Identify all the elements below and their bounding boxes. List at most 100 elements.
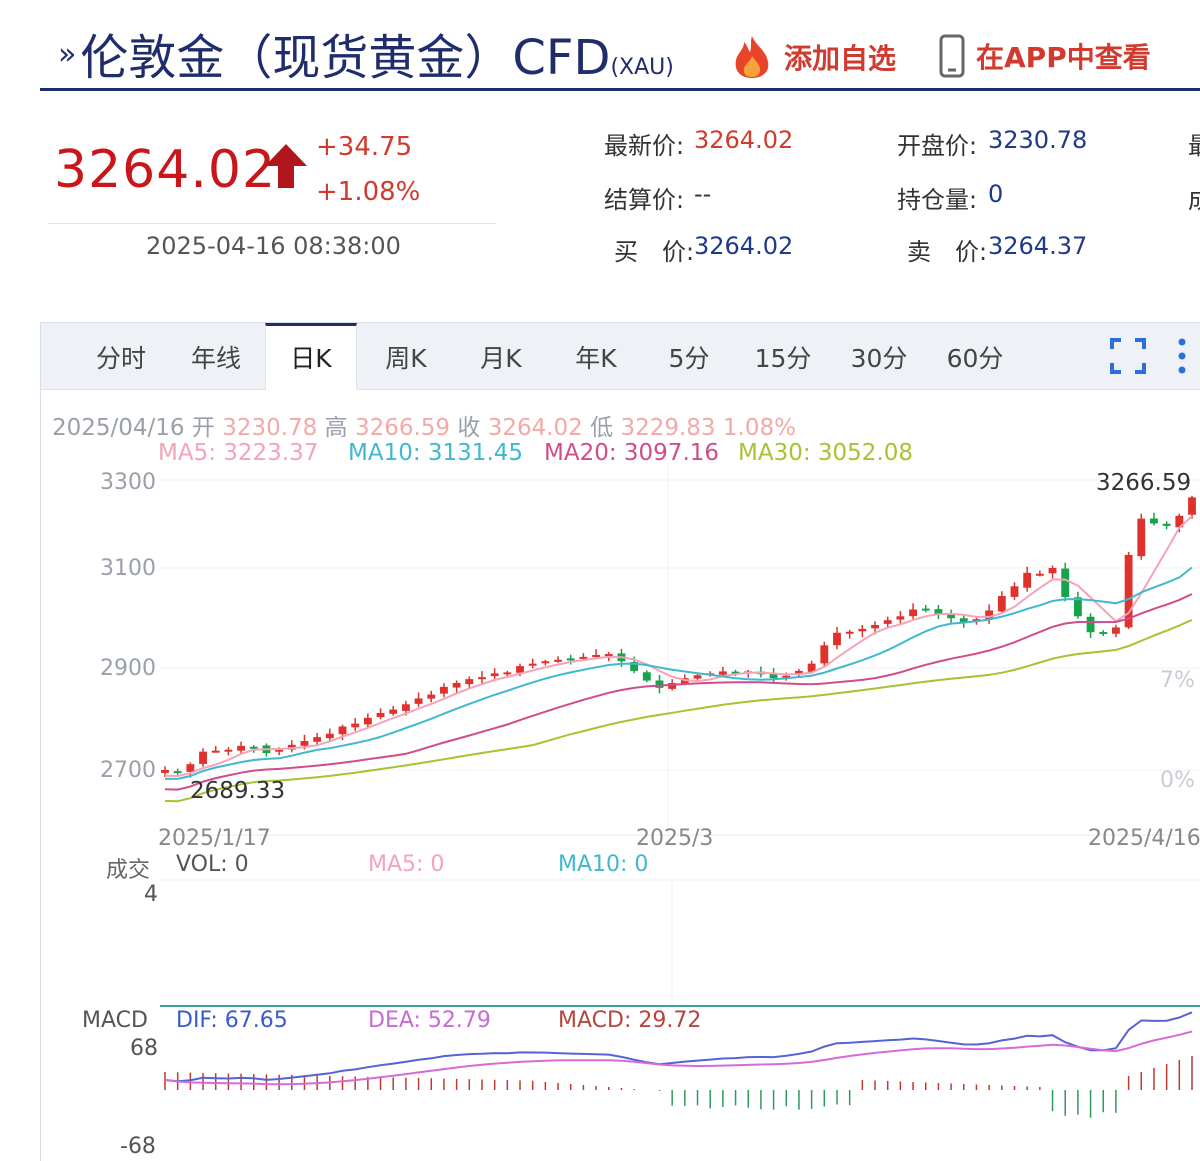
dea-line — [164, 1030, 1193, 1086]
right-pct-7: 7% — [1160, 668, 1195, 693]
ma30-legend: MA30: 3052.08 — [738, 440, 914, 466]
quote-value-bid: 3264.02 — [694, 232, 794, 260]
header-divider — [40, 88, 1200, 91]
x-tick-end: 2025/4/16 — [1088, 826, 1200, 851]
tab-weekly-k[interactable]: 周K — [385, 344, 427, 373]
macd-dea: DEA: 52.79 — [368, 1008, 491, 1033]
candle-body — [401, 704, 410, 711]
ohlc-close: 3264.02 — [487, 415, 583, 441]
volume-value: VOL: 0 — [176, 852, 249, 877]
candle-body — [1162, 523, 1171, 526]
candle-body — [173, 771, 182, 774]
candle-body — [1124, 554, 1133, 628]
candle-body — [427, 694, 436, 699]
page-title: »伦敦金（现货黄金）CFD(XAU) — [58, 18, 674, 88]
period-tab-bar: 分时 年线 日K 周K 月K 年K 5分 15分 30分 60分 — [41, 323, 1200, 390]
candle-body — [883, 620, 892, 624]
candle-body — [655, 680, 664, 688]
more-menu-icon[interactable] — [1175, 337, 1189, 375]
candle-body — [1188, 497, 1196, 515]
ma10-line — [164, 566, 1193, 780]
candle-body — [1073, 597, 1082, 617]
candle-body — [769, 673, 778, 679]
candle-body — [807, 663, 816, 672]
macd-title: MACD — [82, 1008, 148, 1033]
tab-60min[interactable]: 60分 — [946, 344, 1004, 373]
instrument-symbol: (XAU) — [610, 55, 674, 80]
macd-y-bottom: -68 — [120, 1134, 156, 1159]
candle-body — [414, 698, 423, 704]
candle-body — [947, 614, 956, 619]
ohlc-info: 2025/04/16 开 3230.78 高 3266.59 收 3264.02… — [52, 408, 796, 442]
quote-timestamp: 2025-04-16 08:38:00 — [146, 232, 401, 260]
candle-body — [249, 746, 258, 749]
fullscreen-icon[interactable] — [1109, 337, 1147, 375]
candle-body — [668, 683, 677, 689]
ohlc-open: 3230.78 — [222, 415, 318, 441]
candle-body — [718, 671, 727, 675]
volume-ma5: MA5: 0 — [368, 852, 445, 877]
candle-body — [579, 656, 588, 659]
quote-label-cut-2: 成 — [1188, 180, 1200, 215]
candle-body — [845, 631, 854, 634]
tab-yearline[interactable]: 年线 — [190, 344, 241, 373]
candle-body — [909, 609, 917, 617]
candle-body — [985, 610, 994, 620]
candle-body — [1150, 518, 1158, 524]
candle-body — [503, 672, 512, 675]
tab-15min[interactable]: 15分 — [754, 344, 812, 373]
ma5-line — [164, 515, 1193, 778]
volume-y-top: 4 — [144, 882, 158, 907]
candle-body — [376, 712, 385, 718]
min-price-label: 2689.33 — [190, 778, 286, 804]
candle-body — [1035, 573, 1044, 576]
add-watchlist-button[interactable]: 添加自选 — [730, 34, 896, 80]
right-pct-0: 0% — [1160, 768, 1195, 793]
add-watchlist-label: 添加自选 — [784, 42, 897, 75]
y-tick-3300: 3300 — [100, 470, 156, 495]
candle-body — [325, 733, 334, 739]
ohlc-low: 3229.83 — [620, 415, 716, 441]
view-in-app-label: 在APP中查看 — [976, 41, 1151, 74]
ma20-legend: MA20: 3097.16 — [544, 440, 720, 466]
view-in-app-button[interactable]: 在APP中查看 — [938, 34, 1151, 78]
candle-body — [997, 596, 1006, 612]
candle-body — [896, 616, 905, 620]
ohlc-high-label: 高 — [324, 415, 348, 441]
candle-body — [554, 659, 562, 662]
quote-label-open-interest: 持仓量: — [897, 186, 978, 214]
ohlc-date: 2025/04/16 — [52, 415, 185, 441]
tab-intraday[interactable]: 分时 — [95, 344, 146, 373]
quote-value-open-interest: 0 — [988, 180, 1004, 208]
candle-body — [528, 663, 537, 666]
tab-yearly-k[interactable]: 年K — [575, 344, 617, 373]
candle-body — [351, 723, 360, 728]
double-chevron-icon: » — [58, 37, 77, 72]
quote-label-latest: 最新价: — [604, 132, 685, 160]
candle-body — [465, 679, 474, 685]
candle-body — [1111, 627, 1120, 634]
tab-30min[interactable]: 30分 — [850, 344, 908, 373]
max-price-label: 3266.59 — [1096, 470, 1192, 496]
ohlc-close-label: 收 — [457, 415, 481, 441]
candle-body — [490, 673, 499, 677]
candle-body — [871, 625, 879, 629]
candle-body — [363, 717, 372, 725]
tab-monthly-k[interactable]: 月K — [480, 344, 522, 373]
quote-value-latest: 3264.02 — [694, 126, 794, 154]
y-tick-3100: 3100 — [100, 556, 156, 581]
candle-body — [186, 764, 195, 772]
y-tick-2900: 2900 — [100, 656, 156, 681]
candle-body — [566, 658, 575, 661]
chart-panel — [40, 322, 1200, 1161]
macd-y-top: 68 — [130, 1036, 158, 1061]
candle-body — [224, 749, 233, 752]
instrument-name: 伦敦金（现货黄金）CFD — [80, 30, 611, 86]
candle-body — [795, 670, 803, 675]
tab-5min[interactable]: 5分 — [668, 344, 710, 373]
ma20-line — [164, 593, 1193, 791]
tab-daily-k[interactable]: 日K — [265, 323, 357, 390]
quote-label-bid: 买 价: — [614, 238, 695, 266]
quote-label-ask: 卖 价: — [907, 238, 988, 266]
